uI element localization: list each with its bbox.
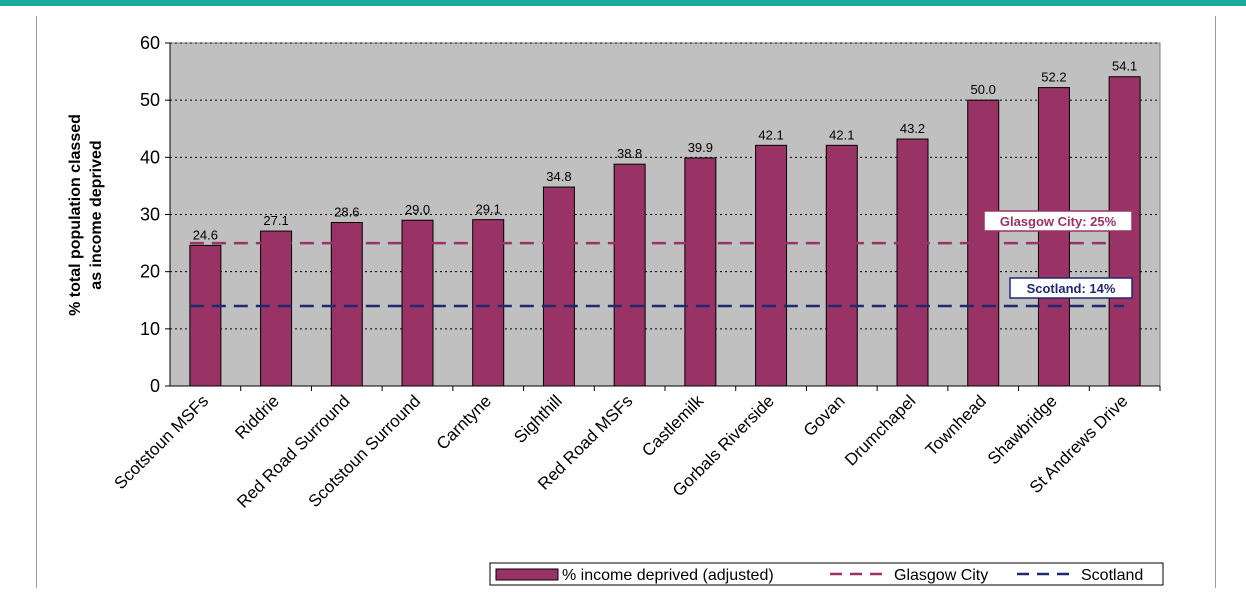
bar-value-label: 38.8 (617, 146, 642, 161)
bar-value-label: 27.1 (263, 213, 288, 228)
bar-value-label: 42.1 (829, 127, 854, 142)
legend-swatch-bar (495, 568, 559, 581)
reference-label: Scotland: 14% (1027, 281, 1116, 296)
bar (684, 157, 717, 387)
reference-label: Glasgow City: 25% (1000, 214, 1117, 229)
y-tick-label: 20 (140, 262, 160, 282)
bar (896, 138, 929, 387)
bar (401, 219, 434, 387)
bar-value-label: 34.8 (546, 169, 571, 184)
legend-label: Glasgow City (894, 567, 988, 584)
x-category-label: Castlemilk (638, 391, 707, 460)
bar-value-label: 52.2 (1041, 70, 1066, 85)
chart-frame (36, 16, 1216, 588)
y-axis-title: as income deprived (88, 140, 105, 289)
x-category-label: Sighthill (510, 391, 566, 447)
bar (825, 144, 858, 387)
x-category-label: Govan (800, 391, 849, 440)
bar-value-label: 24.6 (193, 227, 218, 242)
y-tick-label: 10 (140, 319, 160, 339)
legend-box (489, 562, 1164, 586)
bar-value-label: 39.9 (688, 140, 713, 155)
bar-value-label: 29.0 (405, 202, 430, 217)
bar (260, 230, 293, 387)
x-category-label: Riddrie (231, 391, 283, 443)
bar-value-label: 28.6 (334, 205, 359, 220)
y-tick-label: 50 (140, 90, 160, 110)
x-category-label: Carntyne (433, 391, 495, 453)
header-accent-rule (0, 0, 1246, 6)
x-category-label: Drumchapel (841, 391, 919, 469)
x-category-label: Shawbridge (984, 391, 1061, 468)
x-category-label: Scotstoun MSFs (111, 391, 213, 493)
bar (1037, 87, 1070, 387)
bar (330, 222, 363, 387)
legend-label: % income deprived (adjusted) (562, 567, 774, 584)
bar (755, 144, 788, 387)
y-axis-title: % total population classed (67, 114, 84, 316)
bar-value-label: 29.1 (476, 202, 501, 217)
bar-value-label: 42.1 (758, 127, 783, 142)
y-tick-label: 60 (140, 33, 160, 53)
bar (542, 186, 575, 387)
y-tick-label: 40 (140, 147, 160, 167)
x-category-label: Townhead (922, 391, 990, 459)
bar-value-label: 54.1 (1112, 59, 1137, 74)
reference-label-box (1009, 277, 1133, 299)
y-tick-label: 0 (150, 376, 160, 396)
bar (189, 244, 222, 387)
bar (472, 219, 505, 387)
legend-label: Scotland (1081, 567, 1143, 584)
bar (613, 163, 646, 387)
y-tick-label: 30 (140, 205, 160, 225)
bar-value-label: 50.0 (971, 82, 996, 97)
reference-label-box (983, 210, 1133, 232)
legend: % income deprived (adjusted) Glasgow City… (489, 562, 1164, 586)
bar-value-label: 43.2 (900, 121, 925, 136)
